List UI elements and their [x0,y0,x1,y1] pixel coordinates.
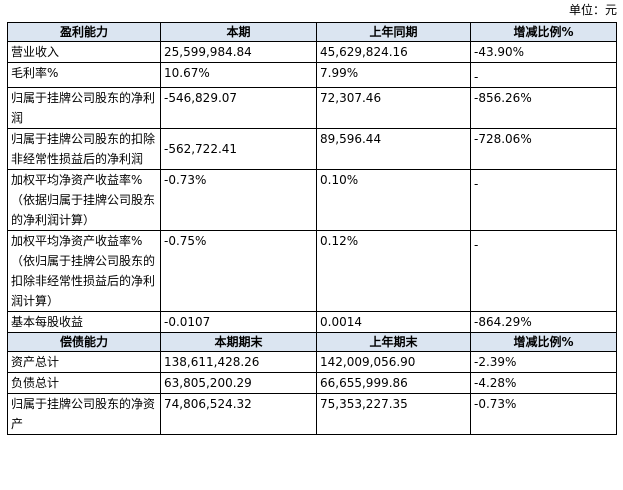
prior-value: 142,009,056.90 [316,351,471,373]
table-row: 资产总计 138,611,428.26 142,009,056.90 -2.39… [7,351,617,373]
header-cell: 上年期末 [316,332,471,352]
current-value: -0.73% [160,169,317,231]
change-value: - [470,230,617,312]
current-value: -562,722.41 [160,128,317,170]
row-label: 归属于挂牌公司股东的扣除非经常性损益后的净利润 [7,128,161,170]
change-value: -728.06% [470,128,617,170]
profit-header-row: 盈利能力 本期 上年同期 增减比例% [7,22,617,42]
financial-indicators-table: 盈利能力 本期 上年同期 增减比例% 营业收入 25,599,984.84 45… [7,22,617,435]
solvency-header-row: 偿债能力 本期期末 上年期末 增减比例% [7,332,617,352]
current-value: 138,611,428.26 [160,351,317,373]
change-value: - [470,169,617,231]
row-label: 归属于挂牌公司股东的净资产 [7,393,161,435]
current-value: 10.67% [160,62,317,88]
change-value: -43.90% [470,41,617,63]
unit-label: 单位：元 [568,3,617,17]
row-label: 加权平均净资产收益率%（依据归属于挂牌公司股东的净利润计算） [7,169,161,231]
current-value: 25,599,984.84 [160,41,317,63]
prior-value: 0.10% [316,169,471,231]
table-row: 归属于挂牌公司股东的扣除非经常性损益后的净利润 -562,722.41 89,5… [7,128,617,170]
current-value: -0.0107 [160,311,317,333]
current-value: -546,829.07 [160,87,317,129]
change-value: -4.28% [470,372,617,394]
header-cell: 偿债能力 [7,332,161,352]
row-label: 基本每股收益 [7,311,161,333]
prior-value: 66,655,999.86 [316,372,471,394]
change-value: -864.29% [470,311,617,333]
table-row: 营业收入 25,599,984.84 45,629,824.16 -43.90% [7,41,617,63]
current-value: 63,805,200.29 [160,372,317,394]
table-row: 毛利率% 10.67% 7.99% - [7,62,617,88]
current-value: 74,806,524.32 [160,393,317,435]
change-value: -0.73% [470,393,617,435]
table-row: 加权平均净资产收益率%（依归属于挂牌公司股东的扣除非经常性损益后的净利润计算） … [7,230,617,312]
row-label: 归属于挂牌公司股东的净利润 [7,87,161,129]
row-label: 加权平均净资产收益率%（依归属于挂牌公司股东的扣除非经常性损益后的净利润计算） [7,230,161,312]
header-cell: 上年同期 [316,22,471,42]
prior-value: 0.0014 [316,311,471,333]
table-row: 归属于挂牌公司股东的净资产 74,806,524.32 75,353,227.3… [7,393,617,435]
header-cell: 增减比例% [470,22,617,42]
row-label: 毛利率% [7,62,161,88]
header-cell: 本期 [160,22,317,42]
change-value: - [470,62,617,88]
prior-value: 72,307.46 [316,87,471,129]
row-label: 负债总计 [7,372,161,394]
prior-value: 0.12% [316,230,471,312]
change-value: -856.26% [470,87,617,129]
current-value: -0.75% [160,230,317,312]
header-cell: 本期期末 [160,332,317,352]
table-row: 归属于挂牌公司股东的净利润 -546,829.07 72,307.46 -856… [7,87,617,129]
header-cell: 增减比例% [470,332,617,352]
table-row: 加权平均净资产收益率%（依据归属于挂牌公司股东的净利润计算） -0.73% 0.… [7,169,617,231]
prior-value: 89,596.44 [316,128,471,170]
table-row: 基本每股收益 -0.0107 0.0014 -864.29% [7,311,617,333]
header-cell: 盈利能力 [7,22,161,42]
prior-value: 45,629,824.16 [316,41,471,63]
row-label: 资产总计 [7,351,161,373]
prior-value: 75,353,227.35 [316,393,471,435]
change-value: -2.39% [470,351,617,373]
prior-value: 7.99% [316,62,471,88]
row-label: 营业收入 [7,41,161,63]
table-row: 负债总计 63,805,200.29 66,655,999.86 -4.28% [7,372,617,394]
